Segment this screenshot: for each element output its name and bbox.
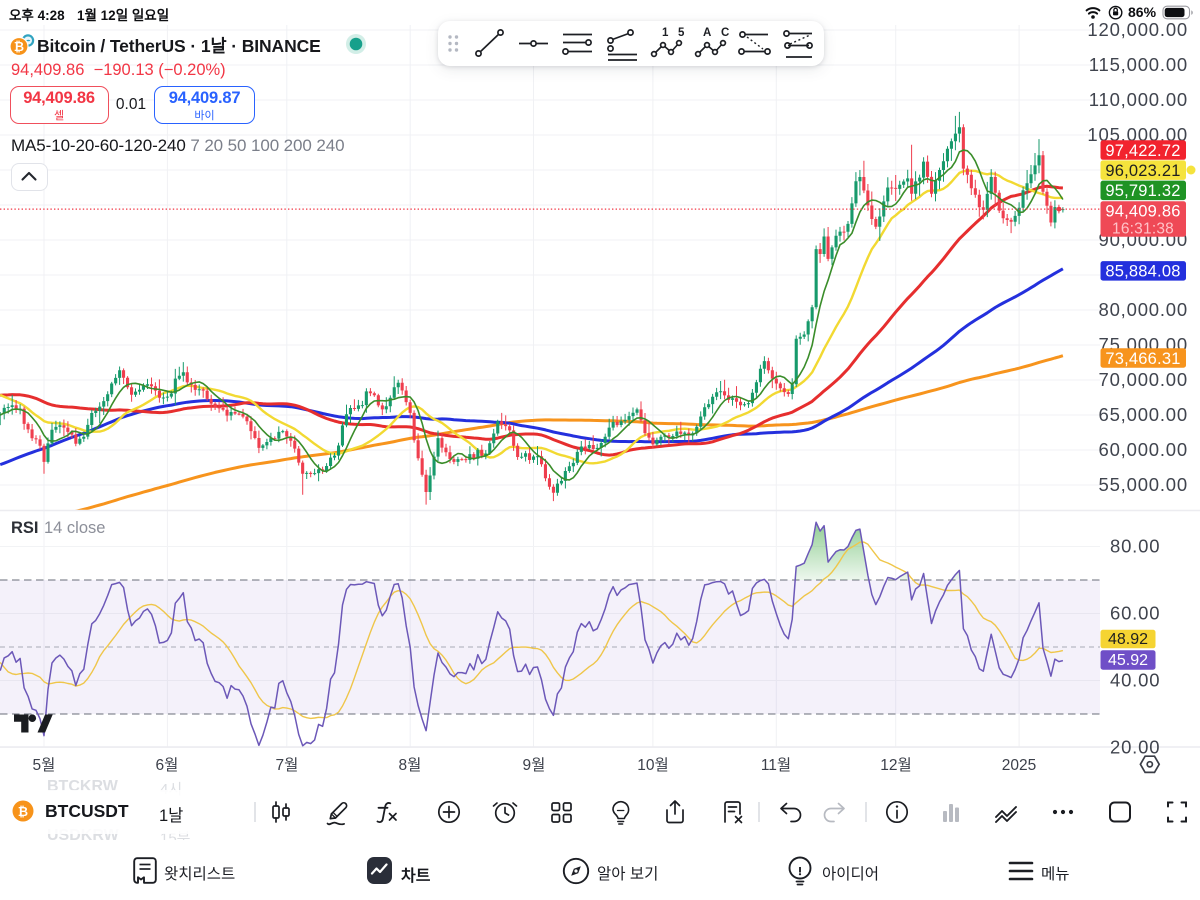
svg-text:1: 1: [662, 27, 669, 39]
svg-text:65,000.00: 65,000.00: [1098, 404, 1188, 425]
svg-text:40.00: 40.00: [1110, 670, 1160, 691]
svg-text:14 close: 14 close: [44, 519, 105, 537]
svg-text:6월: 6월: [156, 756, 179, 774]
svg-text:96,023.21: 96,023.21: [1105, 162, 1180, 180]
svg-text:80,000.00: 80,000.00: [1098, 299, 1188, 320]
svg-text:5월: 5월: [33, 756, 56, 774]
svg-text:5: 5: [678, 27, 685, 39]
svg-text:80.00: 80.00: [1110, 536, 1160, 557]
svg-text:10월: 10월: [637, 756, 669, 774]
svg-text:94,409.86: 94,409.86: [1105, 203, 1180, 221]
svg-text:C: C: [721, 27, 729, 39]
svg-text:48.92: 48.92: [1108, 631, 1148, 648]
svg-text:55,000.00: 55,000.00: [1098, 474, 1188, 495]
svg-text:₿: ₿: [18, 805, 28, 819]
svg-text:73,466.31: 73,466.31: [1105, 350, 1180, 368]
svg-text:70,000.00: 70,000.00: [1098, 369, 1188, 390]
svg-text:105,000.00: 105,000.00: [1087, 124, 1188, 145]
svg-text:60,000.00: 60,000.00: [1098, 439, 1188, 460]
svg-text:86%: 86%: [1128, 4, 1157, 20]
svg-text:60.00: 60.00: [1110, 603, 1160, 624]
svg-text:85,884.08: 85,884.08: [1105, 263, 1180, 281]
svg-text:7월: 7월: [276, 756, 299, 774]
svg-text:RSI: RSI: [11, 519, 39, 537]
svg-text:97,422.72: 97,422.72: [1105, 142, 1180, 160]
svg-text:115,000.00: 115,000.00: [1089, 54, 1188, 75]
svg-text:12월: 12월: [880, 756, 912, 774]
svg-text:8월: 8월: [399, 756, 422, 774]
svg-text:₿: ₿: [14, 40, 24, 54]
svg-text:A: A: [703, 27, 711, 39]
svg-text:16:31:38: 16:31:38: [1112, 221, 1174, 238]
svg-text:20.00: 20.00: [1110, 736, 1160, 757]
svg-text:45.92: 45.92: [1108, 652, 1148, 669]
svg-text:120,000.00: 120,000.00: [1087, 19, 1188, 40]
svg-text:110,000.00: 110,000.00: [1089, 89, 1188, 110]
svg-text:11월: 11월: [761, 756, 791, 774]
svg-text:9월: 9월: [523, 756, 546, 774]
svg-text:2025: 2025: [1002, 757, 1036, 774]
svg-text:95,791.32: 95,791.32: [1105, 182, 1180, 200]
